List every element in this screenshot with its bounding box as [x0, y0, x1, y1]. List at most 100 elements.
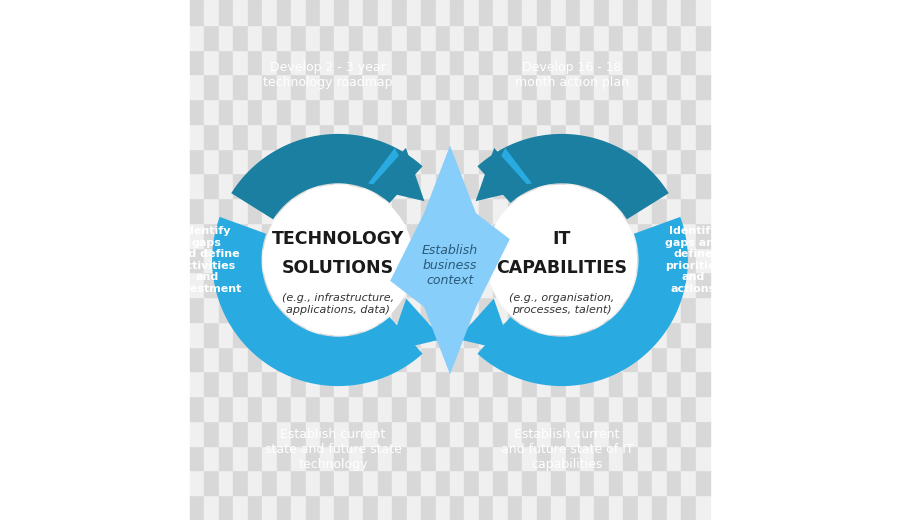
- Bar: [493, 297, 508, 322]
- Bar: [493, 471, 508, 495]
- Bar: [291, 173, 306, 198]
- Bar: [349, 471, 364, 495]
- Bar: [565, 471, 580, 495]
- Bar: [233, 25, 248, 49]
- Bar: [233, 223, 248, 248]
- Bar: [291, 198, 306, 223]
- Polygon shape: [483, 148, 532, 192]
- Bar: [233, 149, 248, 173]
- Bar: [565, 124, 580, 149]
- Bar: [508, 173, 522, 198]
- Bar: [565, 198, 580, 223]
- Bar: [276, 0, 291, 25]
- Bar: [306, 74, 320, 99]
- Bar: [276, 149, 291, 173]
- Bar: [248, 25, 262, 49]
- Bar: [291, 396, 306, 421]
- Bar: [594, 421, 609, 446]
- Text: (e.g., organisation,
processes, talent): (e.g., organisation, processes, talent): [509, 293, 615, 315]
- Bar: [565, 347, 580, 371]
- Bar: [551, 149, 565, 173]
- Bar: [248, 371, 262, 396]
- Bar: [450, 396, 464, 421]
- Bar: [306, 198, 320, 223]
- Bar: [580, 471, 594, 495]
- Bar: [450, 322, 464, 347]
- Polygon shape: [477, 217, 688, 386]
- Bar: [609, 223, 624, 248]
- Bar: [479, 272, 493, 297]
- Bar: [652, 49, 667, 74]
- Bar: [219, 49, 233, 74]
- Bar: [248, 272, 262, 297]
- Bar: [479, 495, 493, 520]
- Bar: [536, 198, 551, 223]
- Bar: [421, 0, 436, 25]
- Bar: [594, 446, 609, 471]
- Bar: [190, 99, 204, 124]
- Bar: [219, 322, 233, 347]
- Bar: [594, 173, 609, 198]
- Bar: [594, 49, 609, 74]
- Bar: [407, 471, 421, 495]
- Bar: [638, 396, 652, 421]
- Bar: [204, 198, 219, 223]
- Bar: [508, 272, 522, 297]
- Bar: [421, 495, 436, 520]
- Bar: [436, 347, 450, 371]
- Bar: [349, 149, 364, 173]
- Bar: [493, 223, 508, 248]
- Bar: [320, 248, 335, 272]
- Bar: [364, 74, 378, 99]
- Bar: [450, 149, 464, 173]
- Bar: [652, 322, 667, 347]
- Bar: [479, 99, 493, 124]
- Bar: [219, 124, 233, 149]
- Bar: [667, 347, 681, 371]
- Bar: [320, 74, 335, 99]
- Polygon shape: [388, 298, 443, 352]
- Bar: [681, 25, 696, 49]
- Bar: [609, 49, 624, 74]
- Bar: [551, 99, 565, 124]
- Bar: [219, 149, 233, 173]
- Bar: [219, 347, 233, 371]
- Bar: [493, 421, 508, 446]
- Bar: [667, 297, 681, 322]
- Bar: [291, 272, 306, 297]
- Bar: [421, 149, 436, 173]
- Bar: [551, 25, 565, 49]
- Text: Establish
business
context: Establish business context: [422, 244, 478, 287]
- Bar: [638, 99, 652, 124]
- Bar: [464, 74, 479, 99]
- Bar: [536, 495, 551, 520]
- Bar: [594, 198, 609, 223]
- Bar: [450, 297, 464, 322]
- Bar: [667, 0, 681, 25]
- Bar: [580, 198, 594, 223]
- Bar: [349, 198, 364, 223]
- Bar: [349, 446, 364, 471]
- Bar: [594, 0, 609, 25]
- Bar: [638, 25, 652, 49]
- Bar: [667, 371, 681, 396]
- Bar: [219, 272, 233, 297]
- Bar: [696, 173, 710, 198]
- Bar: [276, 471, 291, 495]
- Bar: [233, 74, 248, 99]
- Bar: [681, 446, 696, 471]
- Bar: [291, 25, 306, 49]
- Text: CAPABILITIES: CAPABILITIES: [496, 259, 627, 277]
- Bar: [335, 25, 349, 49]
- Bar: [609, 371, 624, 396]
- Bar: [681, 421, 696, 446]
- Bar: [652, 248, 667, 272]
- Bar: [493, 173, 508, 198]
- Bar: [594, 347, 609, 371]
- Bar: [522, 322, 536, 347]
- Bar: [624, 49, 638, 74]
- Bar: [276, 446, 291, 471]
- Bar: [204, 149, 219, 173]
- Bar: [667, 495, 681, 520]
- Bar: [407, 74, 421, 99]
